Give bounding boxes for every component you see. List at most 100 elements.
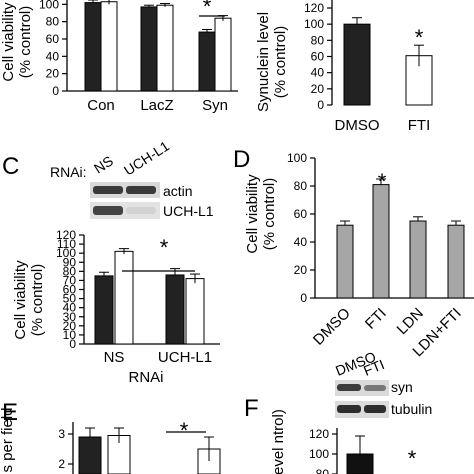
y-tick-label: 100 (39, 0, 59, 11)
y-tick-label: 20 (46, 67, 60, 81)
y-tick-label: 20 (63, 319, 77, 333)
chart-e: 2 3 s per field * (0, 407, 221, 474)
y-tick-label: 3 (58, 427, 65, 441)
blot-band (337, 405, 361, 413)
category-label: Con (87, 97, 115, 114)
y-tick-label: 60 (63, 283, 77, 297)
bar (114, 250, 134, 345)
y-tick-label: 40 (294, 235, 308, 249)
bar (372, 184, 390, 299)
y-tick-label: 90 (63, 255, 77, 269)
y-tick-label: 100 (287, 151, 307, 165)
blot-f-band-syn: syn (391, 379, 413, 395)
bar (78, 436, 102, 474)
blot-band (364, 385, 386, 391)
y-tick-label: 120 (309, 427, 329, 441)
panel-letter-f: F (244, 395, 259, 422)
y-tick-label: 0 (317, 98, 324, 112)
significance-star: * (415, 25, 424, 50)
significance-star: * (160, 235, 169, 260)
bar (214, 17, 232, 92)
category-label: LDN (394, 305, 427, 338)
y-tick-label: 110 (57, 237, 76, 251)
y-axis-title: Synuclein level (255, 12, 272, 112)
y-tick-label: 120 (304, 1, 324, 15)
y-tick-label: 0 (52, 84, 59, 98)
blot-band (364, 405, 386, 413)
y-tick-label: 20 (311, 82, 325, 96)
blot-band (337, 384, 361, 391)
significance-star: * (180, 418, 189, 443)
chart-a: 0 20 40 60 80 100 Con LacZ Syn Cell viability (% c… (0, 0, 238, 114)
y-axis-title: Cell viability (244, 174, 261, 254)
y-tick-label: 80 (311, 33, 325, 47)
category-label: UCH-L1 (158, 349, 212, 366)
blot-c-lane-uchl1: UCH-L1 (121, 137, 172, 178)
y-tick-label: 80 (46, 15, 60, 29)
y-tick-label: 120 (56, 228, 76, 242)
y-tick-label: 80 (63, 264, 77, 278)
panel-letter-d: D (233, 146, 250, 173)
category-label: DMSO (335, 117, 380, 134)
blot-f-band-tubulin: tubulin (391, 401, 432, 417)
bar (165, 274, 185, 345)
y-tick-label: 50 (63, 292, 77, 306)
y-tick-label: 10 (63, 328, 77, 342)
chart-f: 80 100 120 n level ntrol) * (270, 380, 417, 474)
blot-c-lane-ns: NS (91, 153, 116, 177)
category-label: Syn (202, 97, 228, 114)
x-axis-title: RNAi (128, 369, 163, 386)
y-tick-label: 20 (294, 263, 308, 277)
y-tick-label: 40 (63, 301, 77, 315)
bar (100, 1, 118, 92)
significance-star: * (378, 169, 387, 194)
blot-band (93, 186, 123, 194)
panel-letter-e: E (2, 399, 18, 426)
blot-band (93, 206, 123, 215)
y-tick-label: 60 (294, 207, 308, 221)
y-tick-label: 40 (46, 49, 60, 63)
bar (94, 275, 114, 345)
blot-band (126, 207, 156, 214)
y-tick-label: 80 (316, 467, 330, 474)
y-tick-label: 2 (58, 457, 65, 471)
chart-b: 0 20 40 60 80 100 120 DMSO FTI Synuclein level (% … (255, 0, 433, 134)
bar (156, 4, 174, 92)
y-axis-title: Cell viability (0, 2, 17, 82)
y-tick-label: 60 (46, 32, 60, 46)
bar (336, 224, 354, 299)
y-tick-label: 100 (304, 17, 324, 31)
y-tick-label: 100 (309, 447, 329, 461)
bar (346, 453, 374, 474)
y-tick-label: 40 (311, 66, 325, 80)
bar (84, 2, 102, 92)
bar (409, 220, 427, 299)
category-label: LacZ (140, 97, 173, 114)
bar (343, 23, 371, 106)
blot-c-band-uchl1: UCH-L1 (163, 203, 214, 219)
y-axis-title: (% control) (17, 6, 34, 79)
bar (198, 31, 216, 92)
y-tick-label: 100 (56, 246, 76, 260)
y-tick-label: 70 (63, 273, 77, 287)
category-label: DMSO (310, 305, 354, 349)
bar (185, 278, 205, 345)
y-tick-label: 0 (300, 291, 307, 305)
y-tick-label: 30 (63, 310, 77, 324)
significance-star: * (203, 0, 212, 19)
y-axis-title: (% control) (272, 26, 289, 99)
y-axis-title: Cell viability (12, 260, 29, 340)
panel-letter-c: C (2, 153, 19, 180)
blot-band (126, 186, 156, 194)
y-axis-title: (% control) (29, 264, 46, 337)
y-tick-label: 80 (294, 179, 308, 193)
category-label: FTI (362, 305, 390, 333)
y-axis-title: (% control) (261, 178, 278, 251)
y-axis-title: s per field (0, 407, 16, 472)
category-label: NS (104, 349, 125, 366)
y-tick-label: 60 (311, 50, 325, 64)
blot-c-title: RNAi: (50, 164, 87, 180)
